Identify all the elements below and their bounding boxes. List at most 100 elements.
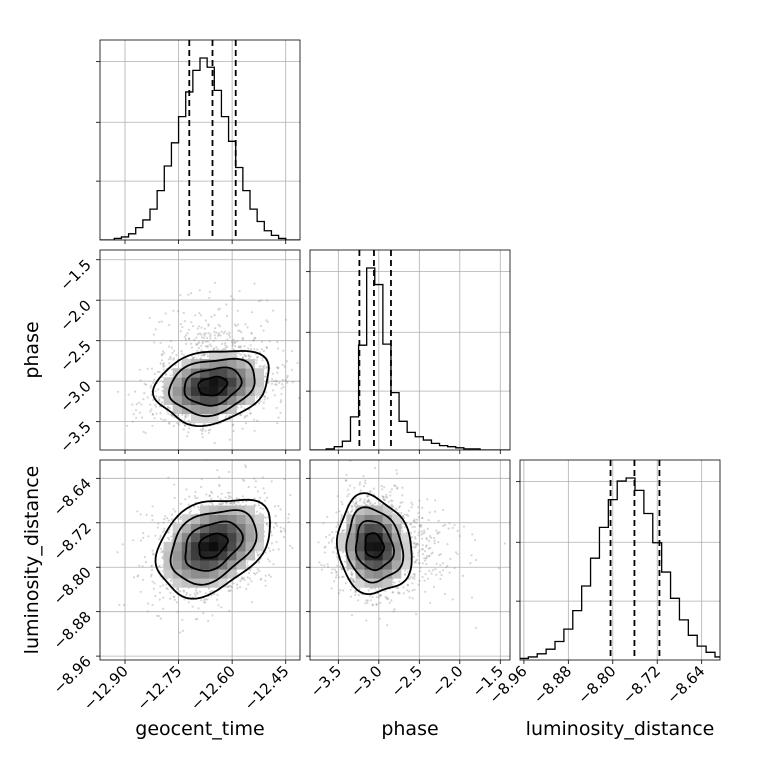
sample-point	[434, 499, 437, 502]
sample-point	[222, 348, 226, 351]
sample-point	[135, 416, 138, 419]
sample-point	[157, 522, 160, 525]
sample-point	[250, 332, 253, 335]
sample-point	[189, 593, 192, 597]
sample-point	[233, 501, 236, 504]
sample-point	[262, 329, 265, 332]
sample-point	[262, 350, 265, 353]
density-cell	[181, 368, 192, 378]
sample-point	[202, 354, 205, 357]
joint-geocent-time-phase-contour-0	[197, 375, 229, 397]
sample-point	[244, 465, 247, 469]
sample-point	[245, 587, 248, 591]
sample-point	[243, 578, 246, 582]
sample-point	[235, 503, 238, 506]
sample-point	[156, 526, 159, 529]
sample-point	[169, 580, 172, 583]
sample-point	[152, 398, 155, 402]
sample-point	[263, 491, 266, 495]
sample-point	[263, 375, 266, 378]
sample-point	[343, 529, 346, 532]
density-cell	[190, 569, 201, 579]
sample-point	[253, 572, 256, 575]
sample-point	[364, 602, 367, 605]
sample-point	[395, 586, 398, 590]
density-cell	[181, 560, 192, 570]
joint-geocent-time-luminosity-distance-contour-1	[184, 520, 244, 572]
sample-point	[423, 529, 426, 532]
sample-point	[394, 484, 397, 487]
sample-point	[248, 577, 251, 580]
sample-point	[426, 498, 429, 501]
sample-point	[144, 431, 147, 434]
sample-point	[193, 495, 196, 498]
density-cell	[200, 377, 210, 387]
sample-point	[182, 354, 185, 357]
sample-point	[152, 381, 155, 384]
sample-point	[204, 332, 207, 335]
sample-point	[271, 372, 274, 375]
sample-point	[216, 593, 219, 597]
ytick-label-luminosity-distance-0: −8.96	[50, 652, 95, 697]
ytick-label-phase-1: −3.0	[56, 377, 94, 415]
sample-point	[469, 562, 472, 565]
sample-point	[158, 321, 161, 324]
sample-point	[474, 558, 478, 562]
sample-point	[163, 527, 166, 530]
hist-geocent-time-plot	[100, 40, 300, 240]
sample-point	[421, 575, 424, 579]
sample-point	[185, 415, 188, 418]
density-cell	[181, 523, 192, 534]
sample-point	[260, 365, 263, 368]
density-cell	[218, 514, 228, 524]
sample-point	[237, 323, 240, 326]
sample-point	[217, 308, 220, 311]
sample-point	[246, 564, 249, 567]
joint-geocent-time-luminosity-distance-contour-3	[154, 498, 271, 600]
density-cell	[245, 541, 255, 552]
sample-point	[228, 333, 231, 337]
sample-point	[339, 589, 342, 592]
sample-point	[277, 548, 280, 551]
sample-point	[143, 555, 146, 559]
sample-point	[171, 518, 174, 521]
sample-point	[275, 406, 278, 410]
sample-point	[196, 349, 199, 352]
sample-point	[264, 574, 267, 577]
sample-point	[378, 617, 381, 620]
sample-point	[369, 501, 372, 504]
sample-point	[351, 505, 354, 508]
sample-point	[230, 501, 233, 504]
sample-point	[239, 579, 242, 583]
sample-point	[296, 361, 299, 364]
sample-point	[235, 324, 238, 327]
sample-point	[269, 575, 272, 578]
sample-point	[263, 364, 266, 367]
sample-point	[180, 352, 183, 355]
sample-point	[189, 507, 192, 510]
sample-point	[229, 496, 232, 499]
sample-point	[340, 513, 343, 517]
sample-point	[413, 530, 416, 533]
sample-point	[253, 348, 256, 351]
sample-point	[332, 536, 335, 539]
sample-point	[244, 355, 247, 358]
sample-point	[381, 495, 384, 498]
sample-point	[197, 353, 200, 356]
sample-point	[247, 347, 250, 350]
sample-point	[199, 314, 203, 317]
hist-luminosity-distance-border	[519, 459, 721, 661]
sample-point	[220, 503, 223, 506]
density-cell	[218, 404, 228, 414]
sample-point	[214, 327, 217, 330]
density-cell	[200, 386, 210, 396]
sample-point	[187, 328, 190, 331]
sample-point	[345, 479, 348, 482]
sample-point	[158, 591, 162, 595]
sample-point	[196, 343, 199, 346]
sample-point	[259, 496, 262, 499]
sample-point	[204, 601, 207, 604]
sample-point	[169, 374, 172, 377]
sample-point	[272, 526, 276, 529]
sample-point	[252, 339, 255, 342]
